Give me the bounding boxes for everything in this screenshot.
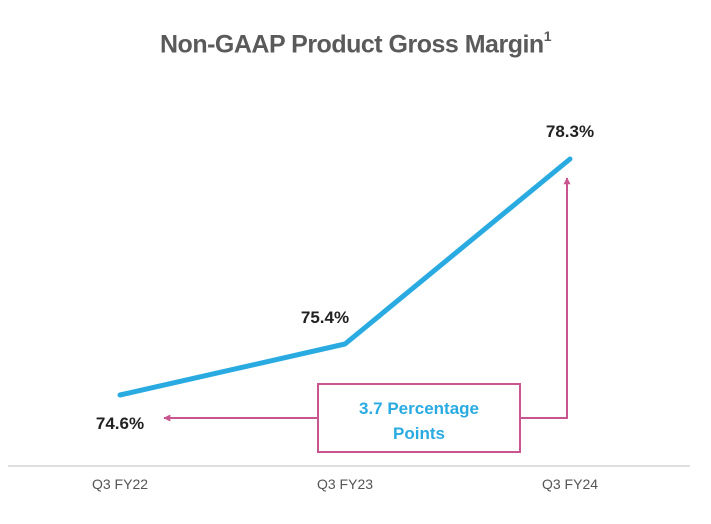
- series-line: [117, 156, 573, 398]
- x-tick-label: Q3 FY23: [317, 476, 373, 492]
- chart-title-footnote: 1: [543, 28, 552, 44]
- annotation-box: [317, 383, 521, 453]
- x-tick-labels: Q3 FY22 Q3 FY23 Q3 FY24: [92, 476, 598, 492]
- chart-title-text: Non-GAAP Product Gross Margin: [160, 30, 544, 59]
- annotation-line-2: Points: [393, 424, 445, 443]
- x-tick-label: Q3 FY22: [92, 476, 148, 492]
- chart-title: Non-GAAP Product Gross Margin1: [0, 28, 711, 59]
- data-labels: 74.6% 75.4% 78.3%: [96, 122, 594, 433]
- x-tick-label: Q3 FY24: [542, 476, 598, 492]
- data-label: 75.4%: [301, 308, 349, 327]
- annotation-arrow-up: [520, 177, 571, 419]
- data-label: 78.3%: [546, 122, 594, 141]
- annotation-line-1: 3.7 Percentage: [359, 399, 479, 418]
- data-label: 74.6%: [96, 414, 144, 433]
